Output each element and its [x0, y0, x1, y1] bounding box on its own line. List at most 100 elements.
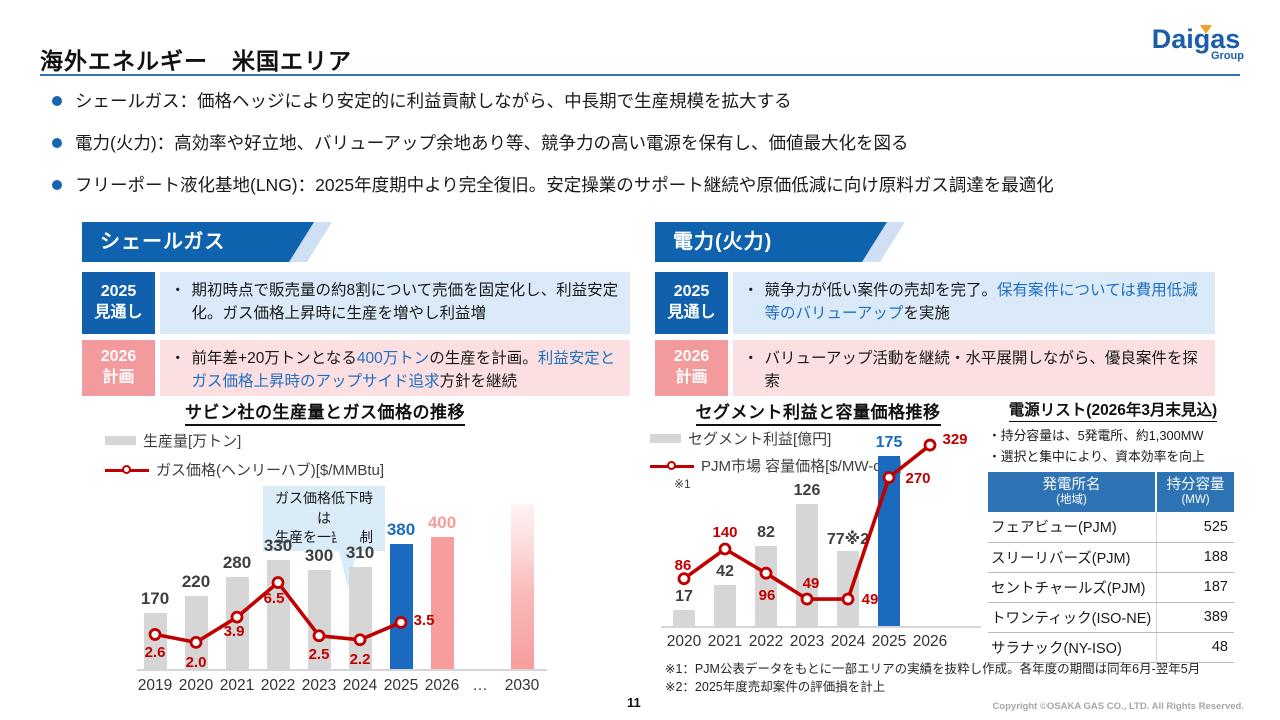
line-value-label: 3.9: [223, 623, 245, 641]
banner-shape: [82, 222, 314, 262]
text-segment: 競争力が低い案件の売却を完了。: [764, 282, 998, 299]
plant-name-cell: フェアビュー(PJM): [988, 512, 1156, 543]
text-segment: 前年差+20万トンとなる: [191, 350, 357, 367]
bullet-item-1: シェールガス：価格ヘッジにより安定的に利益貢献しながら、中長期で生産規模を拡大す…: [52, 88, 1242, 115]
year-tag: 2026 計画: [655, 340, 728, 396]
bar-legend-swatch: [105, 436, 136, 445]
banner-shape: [655, 222, 887, 262]
bar-value-label: 126: [793, 481, 821, 499]
text-segment: バリューアップ活動を継続・水平展開しながら、優良案件を探索: [764, 350, 1198, 391]
list-dot: ・: [743, 350, 759, 367]
sabine-production-gas-price-chart: サビン社の生産量とガス価格の推移 生産量[万トン] ガス価格(ヘンリーハブ)[$/M…: [85, 398, 565, 716]
x-axis-label-2022: 2022: [260, 677, 296, 694]
table-row: トワンティック(ISO-NE) 389: [988, 602, 1234, 633]
table-row: セントチャールズ(PJM) 187: [988, 572, 1234, 603]
x-axis-label-2023: 2023: [789, 633, 825, 650]
legend-label: PJM市場 容量価格[$/MW-day]: [701, 458, 902, 475]
line-value-label: 6.5: [263, 589, 285, 607]
panel-row-2026: 2026 計画・前年差+20万トンとなる400万トンの生産を計画。利益安定とガス価…: [82, 340, 630, 396]
bar-2022: [755, 546, 777, 626]
line-value-label: 96: [758, 587, 776, 605]
line-value-label: 140: [712, 524, 738, 541]
x-axis-label-…: …: [472, 677, 488, 694]
line-value-label: 2.5: [308, 645, 330, 663]
text-segment: 保有案件については費用低減等のバリューアップ: [764, 282, 1198, 323]
text-segment: 利益安定とガス価格上昇時のアップサイド追求: [191, 350, 616, 391]
footnote-1: ※1：PJM公表データをもとに一部エリアの実績を抜粋し作成。各年度の期間は同年6…: [665, 662, 1201, 676]
legend-item: ガス価格(ヘンリーハブ)[$/MMBtu]: [105, 459, 384, 480]
panel-banner: シェールガス: [82, 222, 630, 262]
bullet-item-2: 電力(火力)：高効率や好立地、バリューアップ余地あり等、競争力の高い電源を保有し…: [52, 130, 1242, 157]
bar-value-label: 42: [716, 563, 734, 581]
bar-value-label: 77※2: [826, 531, 870, 549]
bar-2021: [714, 585, 736, 626]
panel-banner: 電力(火力): [655, 222, 1215, 262]
table-row: スリーリバーズ(PJM) 188: [988, 542, 1234, 573]
line-value-label: 2.6: [144, 644, 166, 662]
bar-value-label: 17: [675, 587, 693, 605]
line-value-label: 2.0: [185, 654, 207, 672]
x-axis-line: [661, 626, 981, 628]
shale-gas-panel: シェールガス 2025 見通し・期初時点で販売量の約8割について売価を固定化し、利益…: [82, 222, 630, 396]
x-axis-label-2021: 2021: [707, 633, 743, 650]
logo-triangle-icon: [1199, 25, 1212, 34]
panel-header-label: 電力(火力): [673, 231, 773, 253]
panel-row-2025: 2025 見通し・競争力が低い案件の売却を完了。保有案件については費用低減等のバリ…: [655, 272, 1215, 334]
copyright-text: Copyright ©OSAKA GAS CO., LTD. All Right…: [992, 701, 1244, 712]
bar-2020: [673, 609, 695, 626]
segment-profit-capacity-price-chart: セグメント利益と容量価格推移セグメント利益[億円] PJM市場 容量価格[$/MW…: [648, 398, 988, 658]
chart-title: セグメント利益と容量価格推移: [695, 398, 941, 426]
x-axis-label-2026: 2026: [912, 633, 948, 650]
capacity-cell: 48: [1155, 632, 1234, 663]
line-value-label: 270: [905, 469, 931, 487]
bar-value-label: 380: [386, 519, 416, 539]
x-axis-label-2023: 2023: [301, 677, 337, 694]
capacity-cell: 187: [1155, 572, 1234, 603]
legend-item: PJM市場 容量価格[$/MW-day]: [650, 455, 902, 476]
power-plant-list: 電源リスト(2026年3月末見込) ・持分容量は、5発電所、約1,300MW ・…: [988, 398, 1238, 663]
x-axis-label-2020: 2020: [178, 677, 214, 694]
text-segment: 方針を継続: [439, 373, 518, 391]
bar-2024: [348, 566, 372, 669]
capacity-cell: 525: [1155, 512, 1234, 543]
bullet-text: フリーポート液化基地(LNG)：2025年度期中より完全復旧。安定操業のサポート…: [75, 175, 1054, 196]
legend-item: セグメント利益[億円]: [650, 428, 831, 449]
bar-legend-swatch: [650, 434, 681, 443]
plant-name-cell: スリーリバーズ(PJM): [988, 542, 1156, 573]
plant-name-cell: トワンティック(ISO-NE): [988, 602, 1156, 633]
legend-footnote-mark: ※1: [674, 477, 691, 491]
bullet-text: シェールガス：価格ヘッジにより安定的に利益貢献しながら、中長期で生産規模を拡大す…: [75, 91, 792, 111]
x-axis-line: [137, 669, 547, 671]
page-number: 11: [627, 695, 641, 710]
x-axis-label-2021: 2021: [219, 677, 255, 694]
power-plant-table: 発電所名 (地域) 持分容量 (MW) フェアビュー(PJM) 525 スリーリバー…: [988, 472, 1234, 663]
bar-2020: [184, 596, 208, 669]
bullet-dot-icon: [52, 138, 62, 149]
line-value-label: 329: [942, 431, 968, 449]
line-value-label: 2.2: [349, 650, 371, 668]
bar-2019: [143, 612, 167, 669]
column-header-plant-name: 発電所名 (地域): [988, 472, 1157, 513]
row-description: ・競争力が低い案件の売却を完了。保有案件については費用低減等のバリューアップを実…: [733, 272, 1215, 334]
x-axis-label-2024: 2024: [342, 677, 378, 694]
list-dot: ・: [170, 282, 186, 299]
bar-value-label: 300: [304, 546, 334, 565]
line-value-label: 49: [802, 575, 820, 593]
bar-2030: [510, 504, 534, 669]
bar-value-label: 175: [875, 434, 903, 452]
line-value-label: 49: [861, 591, 879, 609]
panel-row-2026: 2026 計画・バリューアップ活動を継続・水平展開しながら、優良案件を探索: [655, 340, 1215, 396]
panel-header-label: シェールガス: [100, 231, 226, 253]
line-value-label: 86: [674, 556, 692, 574]
x-axis-label-2026: 2026: [424, 677, 460, 694]
daigas-logo-text: Daigas: [1151, 24, 1241, 54]
row-description: ・期初時点で販売量の約8割について売価を固定化し、利益安定化。ガス価格上昇時に生…: [160, 272, 630, 334]
legend-label: セグメント利益[億円]: [688, 431, 832, 448]
legend-label: 生産量[万トン]: [143, 433, 242, 450]
page-title: 海外エネルギー 米国エリア: [40, 48, 352, 74]
text-segment: 400万トン: [356, 350, 430, 367]
daigas-logo-group: Group: [1211, 50, 1244, 62]
legend-item: 生産量[万トン]: [105, 430, 241, 451]
table-row: フェアビュー(PJM) 525: [988, 512, 1234, 543]
bar-value-label: 220: [181, 572, 211, 592]
